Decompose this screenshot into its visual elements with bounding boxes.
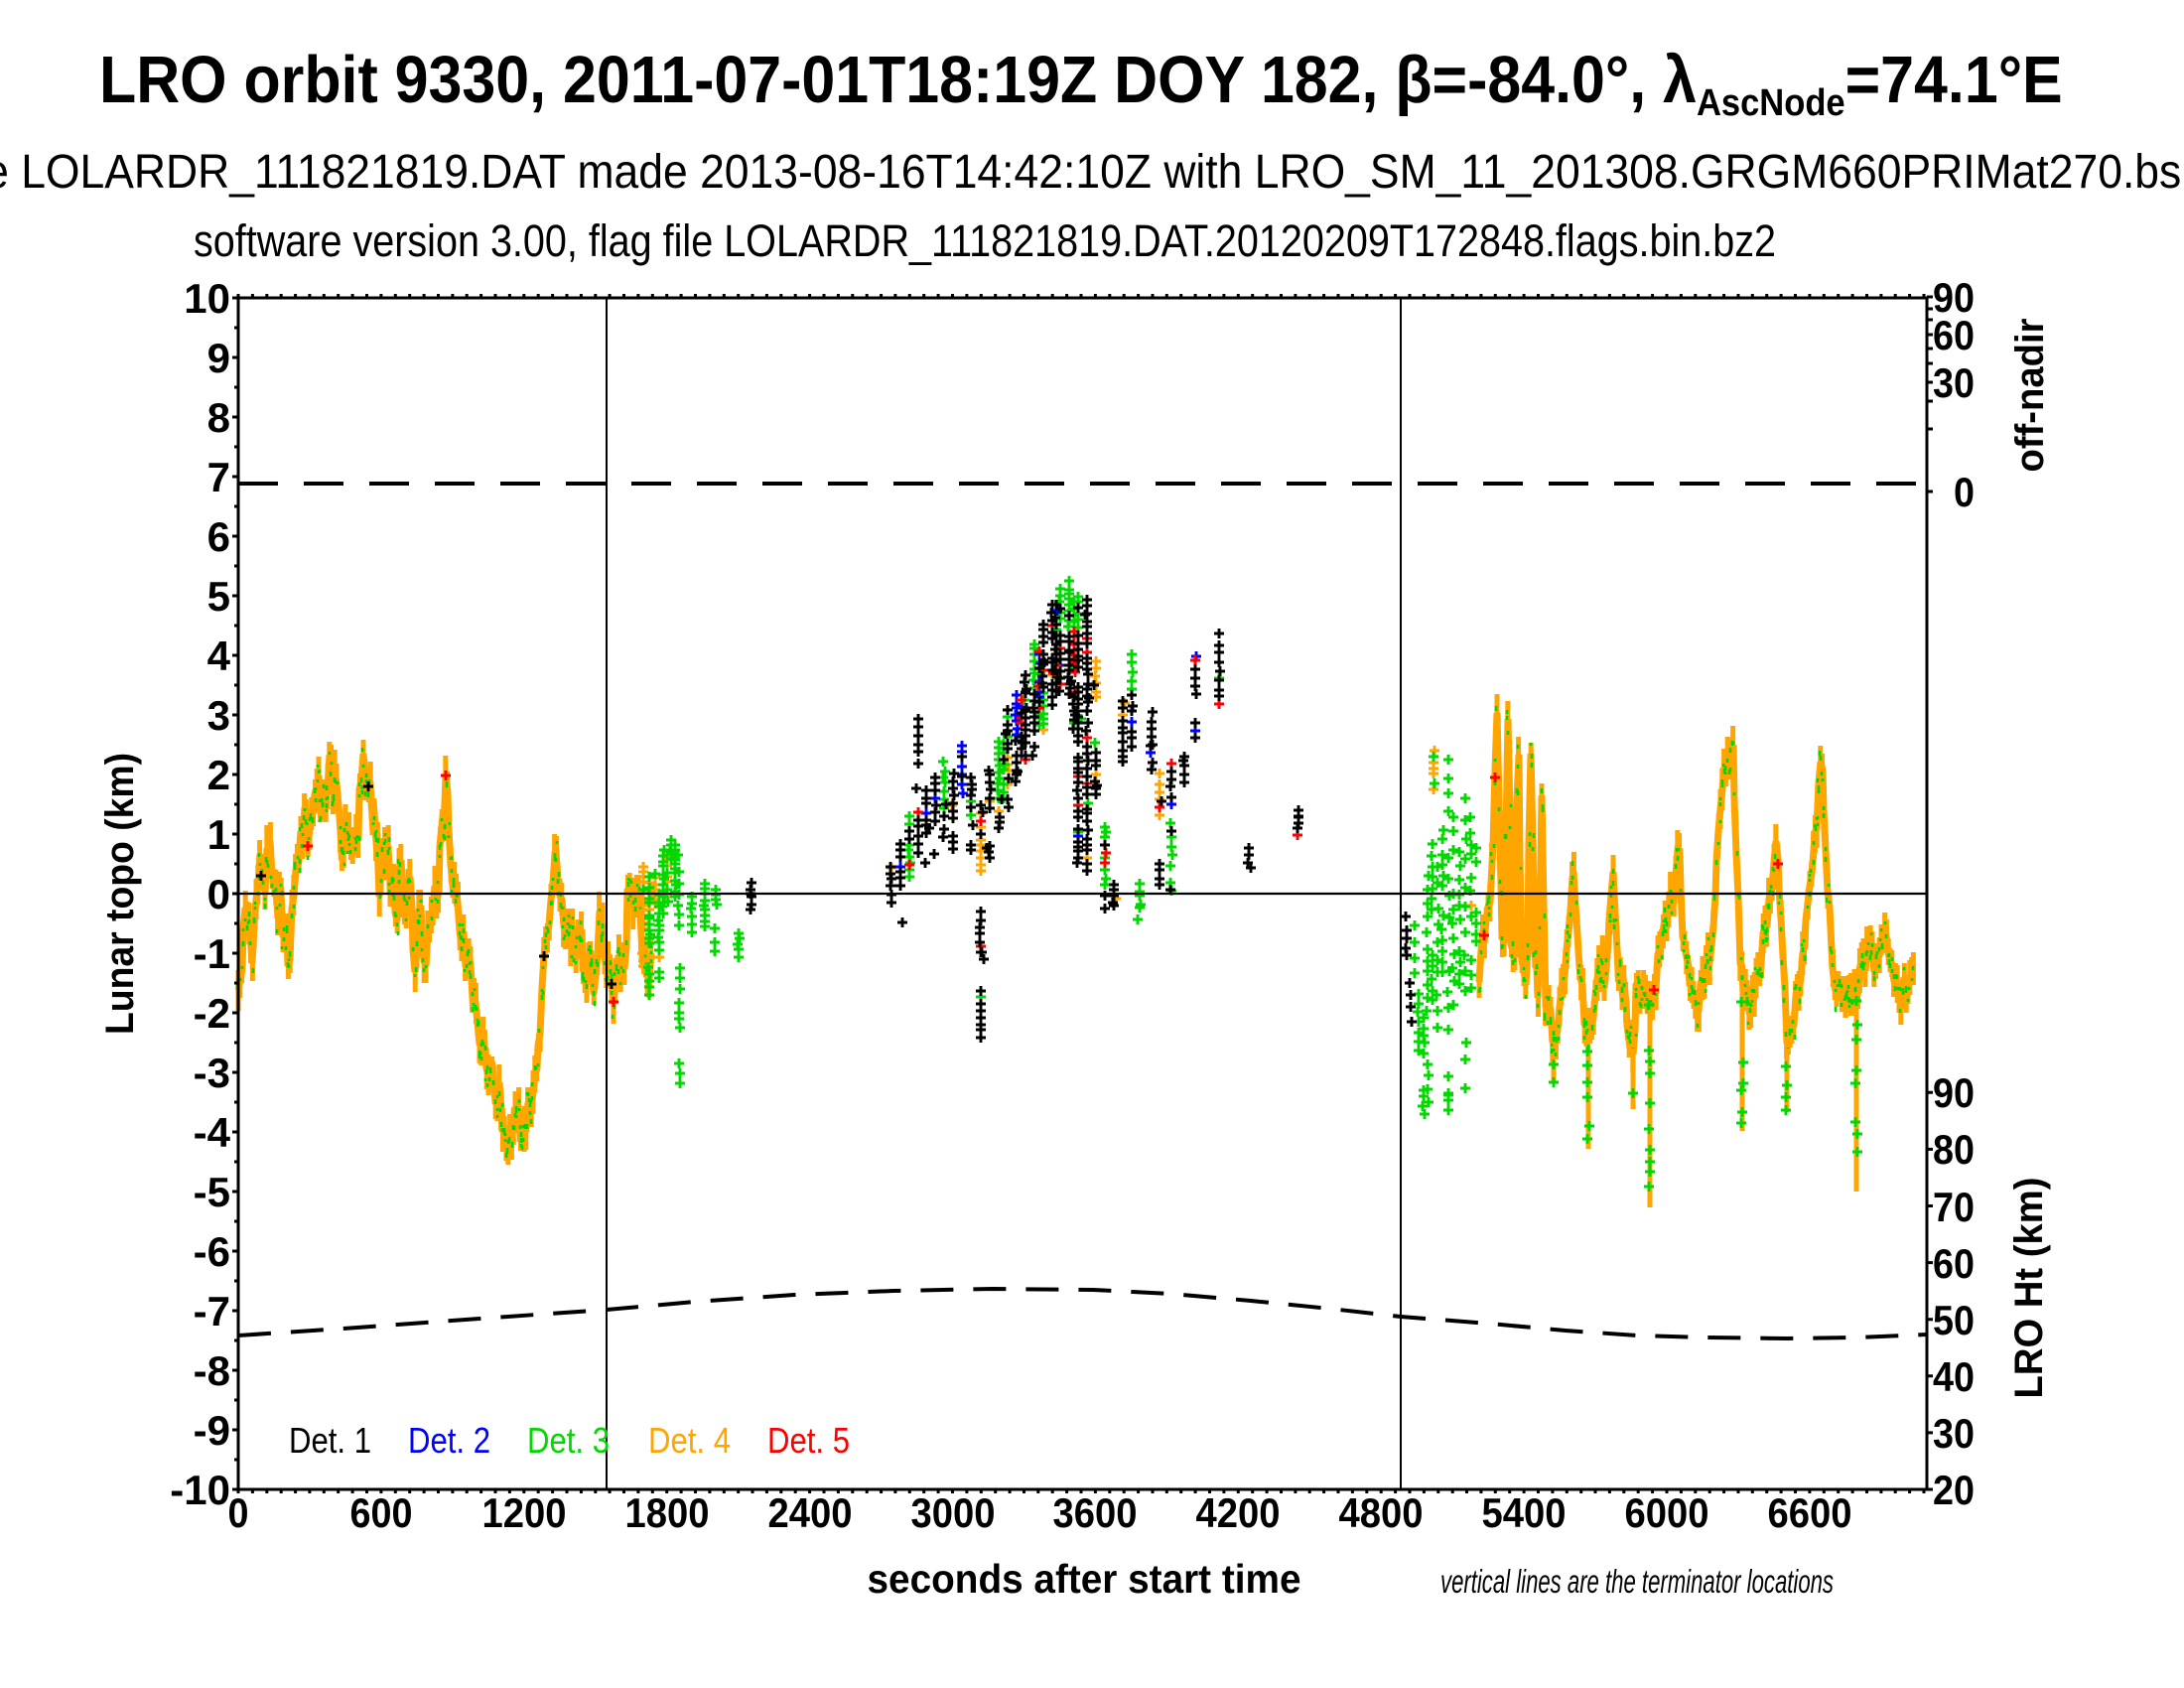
svg-text:0: 0 <box>1954 469 1975 515</box>
svg-text:off-nadir: off-nadir <box>2008 319 2052 473</box>
svg-text:6: 6 <box>207 513 230 560</box>
svg-text:3000: 3000 <box>911 1489 996 1536</box>
svg-text:60: 60 <box>1933 312 1975 358</box>
svg-text:10: 10 <box>184 275 230 322</box>
svg-text:50: 50 <box>1933 1297 1975 1343</box>
svg-text:seconds after start time: seconds after start time <box>868 1556 1301 1602</box>
svg-text:-2: -2 <box>194 990 230 1037</box>
svg-text:2400: 2400 <box>768 1489 853 1536</box>
svg-text:-3: -3 <box>194 1050 230 1096</box>
svg-text:1800: 1800 <box>625 1489 710 1536</box>
svg-text:1200: 1200 <box>482 1489 567 1536</box>
svg-text:90: 90 <box>1933 274 1975 321</box>
svg-text:LRO Ht (km): LRO Ht (km) <box>2007 1178 2051 1399</box>
svg-text:Det. 1: Det. 1 <box>289 1420 371 1461</box>
svg-text:0: 0 <box>207 871 230 917</box>
svg-text:Det. 4: Det. 4 <box>648 1420 731 1461</box>
svg-text:8: 8 <box>207 394 230 441</box>
svg-text:30: 30 <box>1933 359 1975 406</box>
svg-text:-7: -7 <box>194 1288 230 1335</box>
svg-text:4200: 4200 <box>1196 1489 1281 1536</box>
svg-text:70: 70 <box>1933 1184 1975 1230</box>
svg-text:80: 80 <box>1933 1126 1975 1173</box>
svg-text:6000: 6000 <box>1625 1489 1709 1536</box>
svg-text:4: 4 <box>207 633 231 679</box>
svg-text:-6: -6 <box>194 1228 230 1275</box>
svg-text:600: 600 <box>350 1489 413 1536</box>
svg-text:2: 2 <box>207 752 230 798</box>
svg-text:-1: -1 <box>194 930 230 977</box>
svg-text:3600: 3600 <box>1053 1489 1138 1536</box>
svg-text:5400: 5400 <box>1482 1489 1567 1536</box>
svg-text:40: 40 <box>1933 1353 1975 1400</box>
svg-text:30: 30 <box>1933 1410 1975 1457</box>
svg-text:1: 1 <box>207 811 230 858</box>
svg-text:Det. 5: Det. 5 <box>767 1420 850 1461</box>
svg-text:-8: -8 <box>194 1347 230 1394</box>
svg-text:90: 90 <box>1933 1069 1975 1116</box>
svg-text:9: 9 <box>207 335 230 381</box>
svg-text:0: 0 <box>228 1489 249 1536</box>
svg-text:Det. 3: Det. 3 <box>527 1420 610 1461</box>
svg-text:Lunar topo (km): Lunar topo (km) <box>98 753 142 1035</box>
svg-text:Det. 2: Det. 2 <box>408 1420 490 1461</box>
svg-text:-5: -5 <box>194 1169 230 1215</box>
svg-text:software version 3.00, flag fi: software version 3.00, flag file LOLARDR… <box>194 215 1776 266</box>
svg-text:-4: -4 <box>194 1109 231 1156</box>
svg-text:-10: -10 <box>170 1467 230 1513</box>
svg-text:-9: -9 <box>194 1407 230 1454</box>
svg-text:20: 20 <box>1933 1467 1975 1513</box>
svg-text:file LOLARDR_111821819.DAT mad: file LOLARDR_111821819.DAT made 2013-08-… <box>0 146 2184 199</box>
svg-text:7: 7 <box>207 454 230 500</box>
svg-text:6600: 6600 <box>1768 1489 1852 1536</box>
svg-text:3: 3 <box>207 692 230 739</box>
svg-text:4800: 4800 <box>1339 1489 1424 1536</box>
svg-text:60: 60 <box>1933 1240 1975 1287</box>
svg-text:5: 5 <box>207 573 230 620</box>
svg-text:vertical lines are the termina: vertical lines are the terminator locati… <box>1440 1563 1834 1600</box>
